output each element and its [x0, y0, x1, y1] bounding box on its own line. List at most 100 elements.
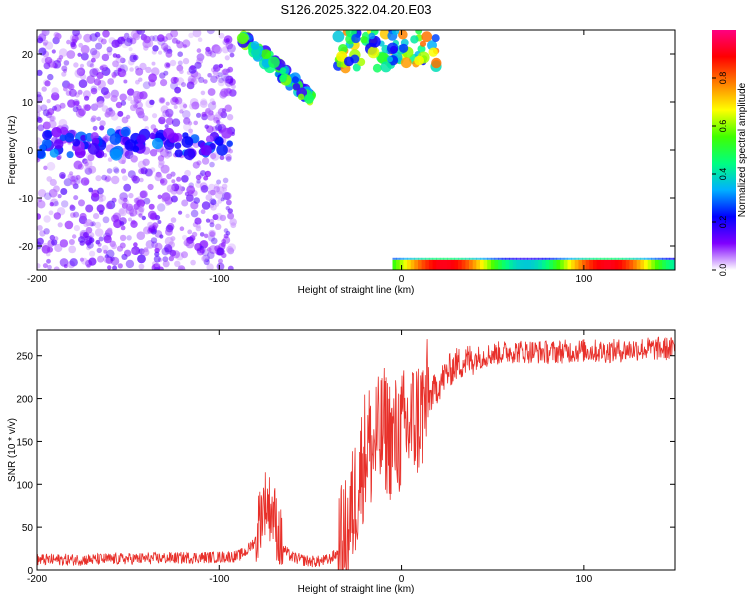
heatmap-cell-upper-cluster — [344, 56, 354, 67]
heatmap-cell-noise-field — [144, 168, 153, 177]
heatmap-cell-upper-cluster — [332, 30, 345, 43]
heatmap-cell-noise-field — [106, 168, 113, 174]
heatmap-cell-noise-field — [160, 164, 170, 174]
heatmap-cell-noise-field — [60, 200, 69, 208]
heatmap-cell-noise-field — [224, 55, 230, 61]
heatmap-cell-lower-band-edge — [644, 257, 649, 260]
heatmap-cell-lower-band-edge — [574, 257, 579, 260]
heatmap-cell-noise-field — [129, 54, 137, 63]
heatmap-cell-noise-field — [85, 239, 92, 246]
heatmap-cell-noise-field — [165, 101, 170, 106]
heatmap-cell-lower-band — [403, 259, 408, 270]
heatmap-cell-noise-field — [118, 207, 127, 217]
heatmap-cell-lower-band-edge — [629, 257, 634, 260]
colorbar-axis: 0.0 0.2 0.4 0.6 0.8 — [712, 72, 728, 276]
heatmap-cell-noise-field — [213, 46, 223, 55]
heatmap-cell-noise-field — [149, 149, 158, 157]
heatmap-cell-noise-field — [218, 77, 224, 84]
heatmap-cell-lower-band — [498, 259, 503, 270]
heatmap-cell-noise-field — [187, 121, 193, 126]
heatmap-cell-lower-band — [636, 259, 641, 270]
heatmap-cell-noise-field — [37, 117, 43, 123]
heatmap-cell-noise-field — [80, 44, 90, 54]
heatmap-cell-noise-field — [190, 64, 196, 71]
colorbar-tick-label: 0.6 — [718, 120, 728, 133]
heatmap-cell-lower-band-edge — [472, 257, 477, 260]
heatmap-cell-noise-field — [182, 57, 190, 65]
heatmap-cell-noise-field — [83, 159, 93, 169]
heatmap-cell-noise-field — [199, 232, 205, 237]
heatmap-cell-lower-band — [428, 259, 434, 270]
heatmap-cell-noise-field — [209, 98, 215, 104]
heatmap-cell-noise-field — [216, 262, 225, 270]
heatmap-cell-lower-band-edge — [549, 257, 554, 260]
heatmap-cell-noise-field — [72, 30, 80, 37]
heatmap-cell-noise-field — [159, 72, 166, 79]
heatmap-cell-lower-band — [633, 259, 638, 270]
heatmap-cell-lower-band-edge — [560, 257, 565, 260]
heatmap-cell-noise-field — [130, 99, 135, 105]
heatmap-cell-lower-band-edge — [428, 257, 434, 260]
heatmap-cell-lower-band — [520, 259, 525, 270]
y-tick-label: 50 — [22, 523, 34, 534]
heatmap-cell-lower-band-edge — [647, 257, 652, 260]
heatmap-cell-lower-band-edge — [527, 257, 532, 260]
heatmap-cell-noise-field — [162, 260, 170, 268]
heatmap-cell-noise-field — [159, 178, 168, 186]
heatmap-cell-noise-field — [97, 255, 105, 263]
heatmap-cell-noise-field — [223, 228, 229, 233]
heatmap-cell-noise-field — [224, 78, 234, 87]
heatmap-cell-noise-field — [37, 69, 43, 76]
heatmap-cell-noise-field — [37, 225, 43, 231]
heatmap-cell-noise-field — [157, 34, 165, 42]
heatmap-cell-band-near-0-Hz — [163, 127, 175, 139]
heatmap-cell-upper-cluster — [351, 33, 361, 44]
heatmap-cell-noise-field — [74, 69, 84, 78]
heatmap-cell-noise-field — [86, 263, 91, 269]
heatmap-cell-noise-field — [200, 90, 206, 96]
heatmap-cell-noise-field — [101, 245, 109, 252]
heatmap-cell-noise-field — [110, 112, 119, 121]
heatmap-cell-noise-field — [165, 33, 173, 41]
heatmap-cell-noise-field — [166, 173, 173, 180]
heatmap-cell-noise-field — [217, 78, 225, 87]
heatmap-cell-noise-field — [207, 113, 215, 121]
heatmap-cell-noise-field — [117, 110, 124, 117]
heatmap-cell-noise-field — [184, 169, 192, 177]
heatmap-cell-noise-field — [133, 103, 138, 109]
heatmap-cell-lower-band — [392, 259, 397, 270]
heatmap-cell-noise-field — [203, 233, 209, 239]
heatmap-cell-noise-field — [93, 213, 100, 220]
heatmap-cell-noise-field — [76, 67, 86, 77]
heatmap-cell-lower-band — [552, 259, 558, 270]
heatmap-cell-noise-field — [201, 201, 211, 210]
heatmap-cell-upper-cluster — [336, 61, 343, 68]
heatmap-cell-lower-band-edge — [436, 257, 441, 260]
heatmap-cell-lower-band-edge — [593, 257, 598, 260]
heatmap-cell-noise-field — [37, 213, 41, 220]
heatmap-cell-noise-field — [229, 89, 237, 97]
x-tick-label: 0 — [399, 274, 405, 285]
heatmap-cell-lower-band-edge — [669, 257, 674, 260]
heatmap-cell-lower-band — [527, 259, 532, 270]
heatmap-cell-noise-field — [192, 161, 200, 169]
heatmap-cell-lower-band-edge — [407, 257, 412, 260]
x-tick-label: -200 — [27, 274, 47, 285]
heatmap-cell-lower-band-edge — [461, 257, 466, 260]
heatmap-cell-noise-field — [107, 227, 113, 233]
colorbar: 0.0 0.2 0.4 0.6 0.8 Normalized spectral ampl… — [712, 30, 748, 276]
heatmap-cell-noise-field — [77, 89, 83, 95]
heatmap-cell-noise-field — [120, 100, 127, 106]
heatmap-cell-noise-field — [209, 161, 215, 168]
heatmap-cell-noise-field — [151, 61, 156, 66]
heatmap-cell-noise-field — [78, 199, 85, 207]
heatmap-cell-upper-cluster — [398, 30, 408, 40]
heatmap-cell-noise-field — [177, 60, 183, 66]
heatmap-cell-noise-field — [122, 175, 128, 182]
heatmap-cell-upper-cluster — [386, 56, 393, 63]
heatmap-cell-noise-field — [74, 100, 80, 106]
heatmap-cell-noise-field — [160, 79, 168, 87]
heatmap-cell-noise-field — [56, 155, 61, 160]
heatmap-cell-noise-field — [67, 83, 73, 90]
heatmap-cell-noise-field — [141, 215, 146, 221]
